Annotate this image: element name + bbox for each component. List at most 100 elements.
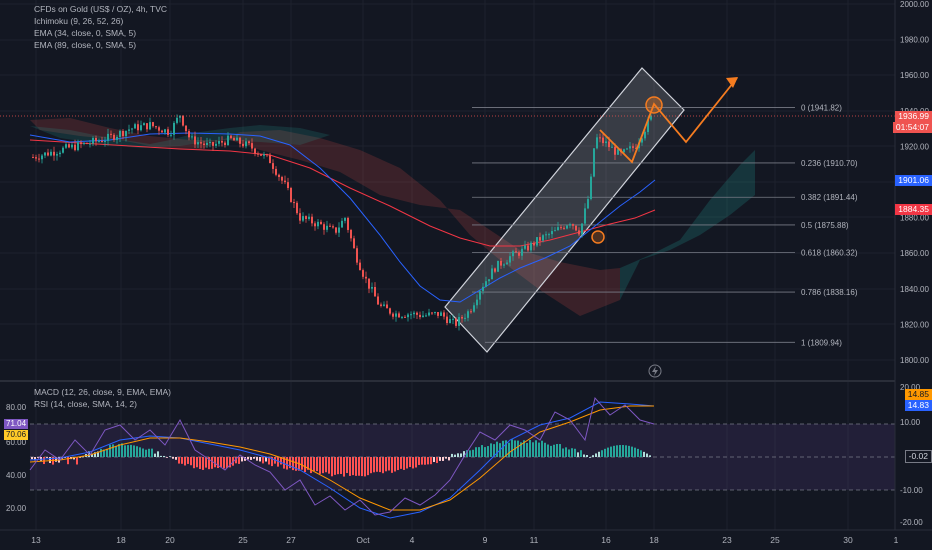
macd-histogram-bar	[613, 445, 615, 457]
candle-body	[539, 237, 541, 241]
macd-histogram-bar	[436, 457, 438, 464]
candle-body	[299, 213, 301, 221]
macd-histogram-bar	[388, 457, 390, 471]
rsi-axis-labels: 80.00 60.00 40.00 20.00	[6, 403, 27, 513]
candle-body	[476, 299, 478, 306]
candle-body	[386, 304, 388, 309]
macd-histogram-bar	[556, 444, 558, 457]
candle-body	[425, 315, 427, 317]
macd-histogram-bar	[355, 457, 357, 476]
time-tick-label: 25	[770, 535, 780, 545]
macd-histogram-bar	[121, 443, 123, 457]
candle-body	[413, 312, 415, 315]
macd-histogram-bar	[73, 457, 75, 460]
candle-body	[488, 279, 490, 282]
macd-histogram-bar	[190, 457, 192, 466]
candle-body	[434, 312, 436, 314]
time-axis[interactable]	[0, 530, 932, 550]
candle-body	[359, 262, 361, 271]
bar-countdown-tag: 01:54:07	[892, 122, 932, 133]
time-tick-label: Oct	[356, 535, 370, 545]
candle-body	[152, 122, 154, 127]
candle-body	[284, 180, 286, 183]
candle-body	[245, 141, 247, 147]
macd-histogram-bar	[346, 457, 348, 474]
forecast-path	[599, 77, 738, 164]
fib-level-label: 0.786 (1838.16)	[801, 288, 858, 297]
ema89-legend[interactable]: EMA (89, close, 0, SMA, 5)	[34, 40, 137, 50]
macd-histogram-bar	[580, 450, 582, 457]
macd-histogram-bar	[115, 445, 117, 457]
macd-histogram-bar	[595, 453, 597, 457]
macd-histogram-bar	[550, 445, 552, 457]
candle-body	[191, 136, 193, 138]
candle-body	[596, 137, 598, 149]
candle-body	[173, 122, 175, 135]
candle-body	[461, 316, 463, 319]
candle-body	[242, 143, 244, 147]
candle-body	[314, 223, 316, 227]
support-circle	[591, 230, 605, 244]
candle-body	[74, 144, 76, 151]
candle-body	[554, 230, 556, 232]
macd-histogram-bar	[574, 448, 576, 457]
price-axis[interactable]	[895, 0, 932, 530]
macd-histogram-bar	[235, 457, 237, 464]
macd-histogram-bar	[421, 457, 423, 465]
macd-histogram-bar	[430, 457, 432, 465]
candle-body	[77, 142, 79, 151]
macd-histogram-bar	[142, 448, 144, 457]
price-tick-label: 1860.00	[900, 249, 929, 258]
candle-body	[605, 141, 607, 144]
macd-legend[interactable]: MACD (12, 26, close, 9, EMA, EMA)	[34, 387, 171, 397]
macd-histogram-bar	[76, 457, 78, 465]
macd-histogram-bar	[439, 457, 441, 461]
macd-histogram-bar	[385, 457, 387, 472]
price-tick-label: 1800.00	[900, 356, 929, 365]
macd-histogram-bar	[505, 440, 507, 457]
candle-body	[149, 122, 151, 130]
ichimoku-legend[interactable]: Ichimoku (9, 26, 52, 26)	[34, 16, 124, 26]
symbol-title[interactable]: CFDs on Gold (US$ / OZ), 4h, TVC	[34, 4, 168, 14]
time-tick-label: 4	[410, 535, 415, 545]
macd-histogram-bar	[466, 450, 468, 457]
macd-histogram-bar	[286, 457, 288, 470]
rsi-legend[interactable]: RSI (14, close, SMA, 14, 2)	[34, 399, 137, 409]
candle-body	[101, 140, 103, 142]
macd-histogram-bar	[640, 450, 642, 457]
macd-histogram-bar	[562, 448, 564, 457]
macd-histogram-bar	[529, 439, 531, 457]
candle-body	[431, 312, 433, 314]
candle-body	[437, 312, 439, 316]
price-tick-label: 1920.00	[900, 142, 929, 151]
candle-body	[512, 251, 514, 257]
macd-histogram-bar	[172, 457, 174, 459]
macd-histogram-bar	[469, 450, 471, 457]
macd-histogram-bar	[196, 457, 198, 468]
candle-body	[482, 286, 484, 292]
candle-body	[467, 311, 469, 318]
macd-histogram-bar	[391, 457, 393, 473]
candle-body	[449, 319, 451, 324]
macd-histogram-bar	[601, 450, 603, 457]
macd-histogram-bar	[349, 457, 351, 476]
candle-body	[590, 176, 592, 200]
candle-body	[446, 316, 448, 324]
macd-axis-labels: 20.00 10.00 -10.00 -20.00	[900, 383, 923, 527]
macd-histogram-bar	[394, 457, 396, 472]
macd-histogram-bar	[496, 441, 498, 457]
ema34-legend[interactable]: EMA (34, close, 0, SMA, 5)	[34, 28, 137, 38]
candle-body	[212, 142, 214, 146]
candle-body	[68, 144, 70, 148]
macd-histogram-bar	[133, 445, 135, 457]
macd-histogram-bar	[559, 444, 561, 457]
rsi-ma-tag: 70.06	[4, 430, 29, 440]
macd-histogram-bar	[481, 445, 483, 457]
price-grid	[0, 0, 895, 530]
candle-body	[473, 305, 475, 312]
macd-histogram-bar	[592, 455, 594, 457]
lightning-icon[interactable]	[648, 364, 662, 378]
macd-histogram-bar	[67, 457, 69, 465]
macd-histogram-bar	[643, 451, 645, 457]
